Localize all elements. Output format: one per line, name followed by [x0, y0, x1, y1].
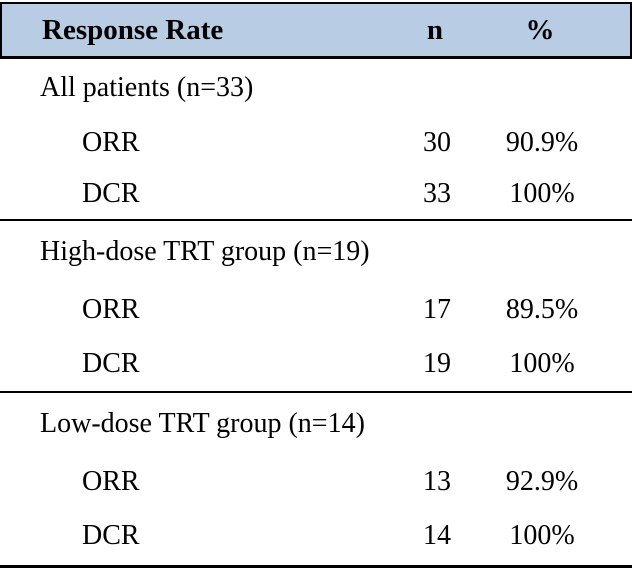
section-high-dose: High-dose TRT group (n=19): [0, 219, 632, 283]
section-low-dose: Low-dose TRT group (n=14): [0, 391, 632, 455]
table-row: DCR 14 100%: [0, 509, 632, 563]
row-pct-value: 100%: [509, 348, 575, 379]
row-pct-value: 90.9%: [505, 127, 579, 158]
row-pct-value: 100%: [509, 520, 575, 551]
table-row: DCR 33 100%: [0, 169, 632, 219]
header-percent: %: [525, 13, 555, 46]
row-n-value: 30: [423, 127, 451, 158]
section-label: High-dose TRT group (n=19): [40, 236, 370, 267]
table-bottom-rule: [0, 565, 632, 568]
row-label: ORR: [82, 294, 140, 325]
row-label: ORR: [82, 466, 140, 497]
row-pct-value: 92.9%: [505, 466, 579, 497]
row-n-value: 13: [423, 466, 451, 497]
section-label: All patients (n=33): [40, 72, 254, 103]
row-pct-value: 100%: [509, 178, 575, 209]
table-row: ORR 30 90.9%: [0, 117, 632, 169]
row-pct-value: 89.5%: [505, 294, 579, 325]
table-row: ORR 13 92.9%: [0, 455, 632, 509]
row-n-value: 19: [423, 348, 451, 379]
table-row: DCR 19 100%: [0, 337, 632, 391]
header-n: n: [426, 13, 444, 46]
row-label: DCR: [82, 520, 140, 551]
row-label: ORR: [82, 127, 140, 158]
header-response-rate: Response Rate: [42, 13, 224, 46]
row-n-value: 14: [423, 520, 451, 551]
row-label: DCR: [82, 348, 140, 379]
row-n-value: 17: [423, 294, 451, 325]
table-header: Response Rate n %: [0, 2, 632, 59]
table-row: ORR 17 89.5%: [0, 283, 632, 337]
row-n-value: 33: [423, 178, 451, 209]
section-label: Low-dose TRT group (n=14): [40, 408, 365, 439]
row-label: DCR: [82, 178, 140, 209]
section-all-patients: All patients (n=33): [0, 59, 632, 117]
